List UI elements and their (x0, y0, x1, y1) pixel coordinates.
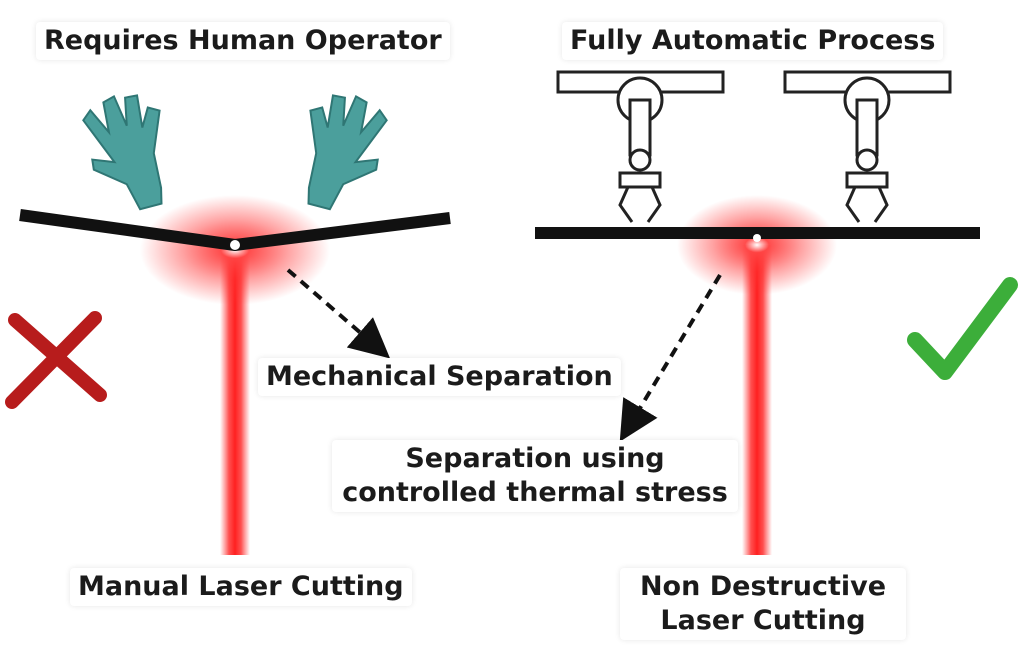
thermal-separation-arrow (619, 273, 722, 442)
right-laser-beam (677, 195, 837, 555)
non-destructive-cutting-label: Non Destructive Laser Cutting (620, 568, 906, 640)
non-destructive-line-2: Laser Cutting (660, 604, 866, 636)
thermal-separation-label: Separation using controlled thermal stre… (332, 440, 738, 512)
left-title: Requires Human Operator (36, 22, 450, 60)
thermal-separation-line-1: Separation using (405, 443, 665, 474)
non-destructive-line-1: Non Destructive (639, 571, 887, 602)
bent-sheet (19, 209, 451, 251)
thermal-separation-line-2: controlled thermal stress (342, 476, 728, 508)
red-cross-icon (5, 311, 107, 409)
mechanical-separation-label: Mechanical Separation (258, 358, 621, 396)
robot-gripper-icon-right (783, 70, 952, 223)
green-checkmark-icon (907, 277, 1018, 380)
left-glove-icon (82, 94, 163, 211)
mechanical-separation-arrow (286, 268, 391, 359)
flat-sheet (535, 227, 980, 242)
manual-cutting-label: Manual Laser Cutting (70, 568, 412, 606)
right-glove-icon (307, 94, 388, 211)
robot-gripper-icon-left (556, 70, 725, 223)
right-title: Fully Automatic Process (562, 22, 944, 60)
